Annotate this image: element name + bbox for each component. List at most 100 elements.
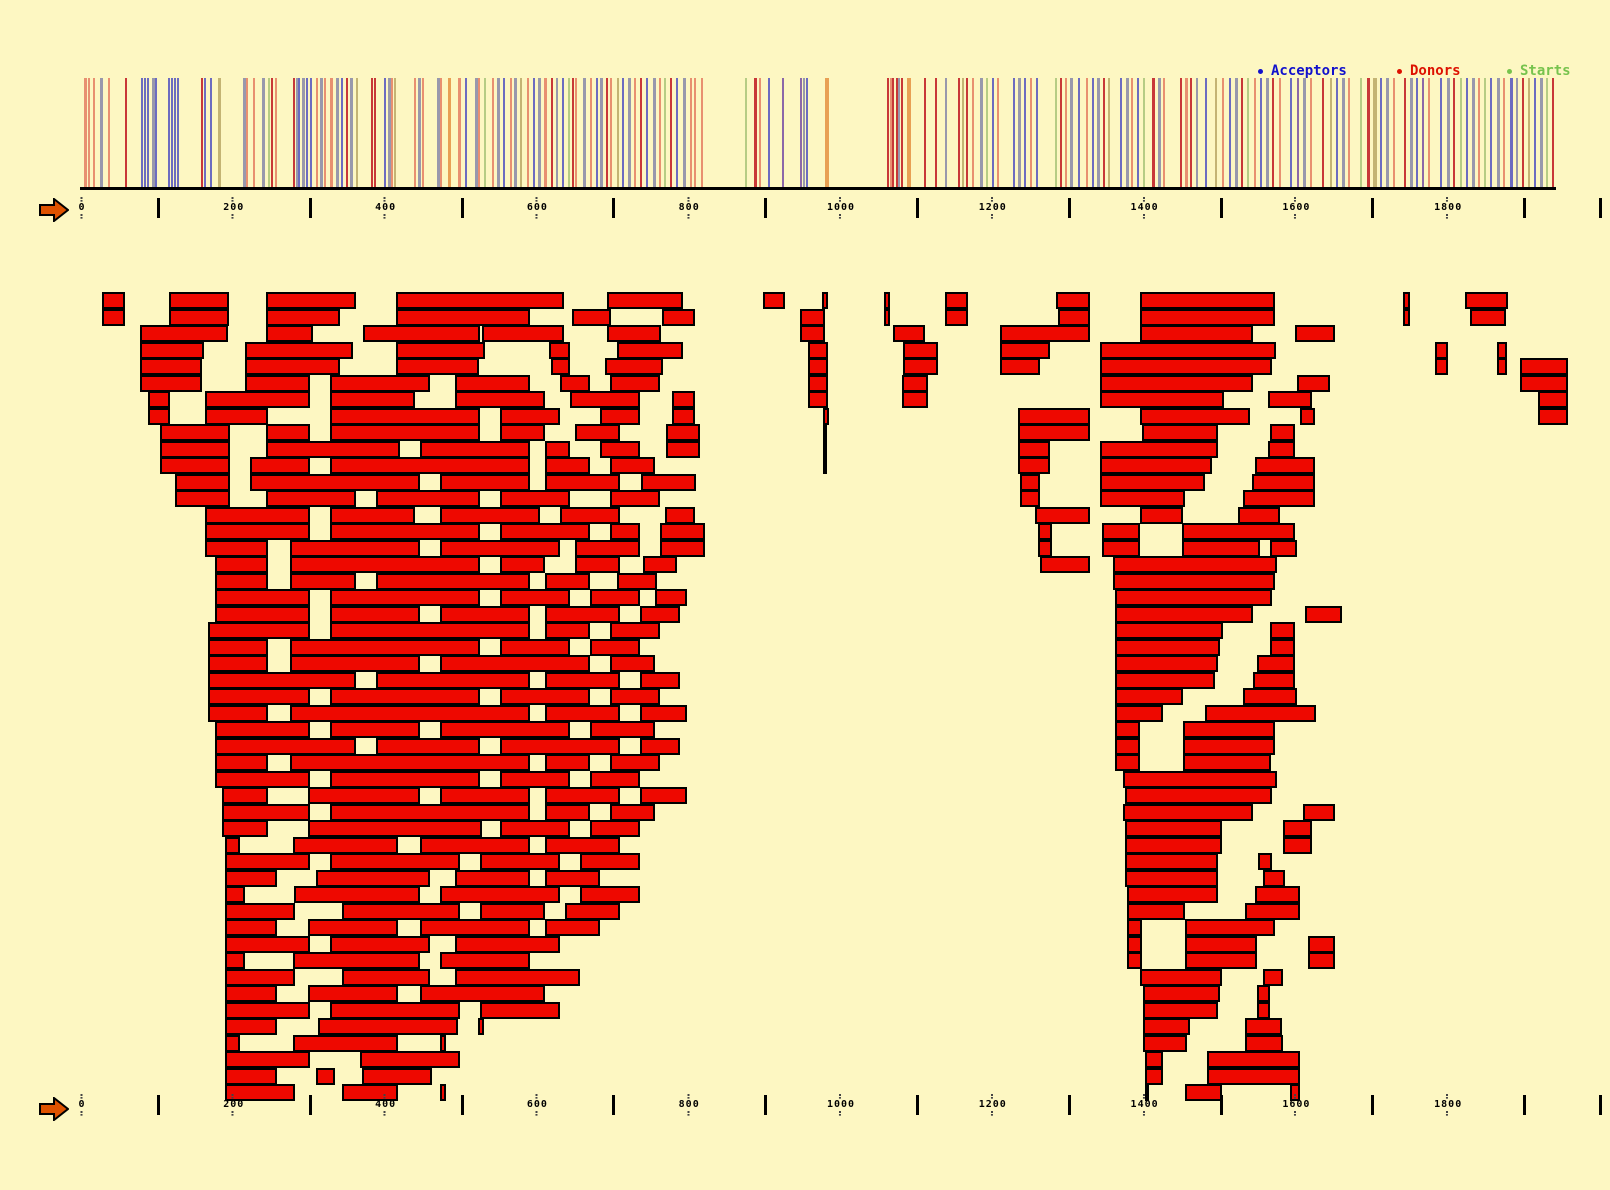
orf-block[interactable] bbox=[610, 622, 660, 639]
orf-block[interactable] bbox=[1140, 325, 1253, 342]
orf-block[interactable] bbox=[290, 638, 480, 656]
orf-block[interactable] bbox=[1263, 869, 1285, 887]
orf-block[interactable] bbox=[1038, 539, 1052, 557]
orf-block[interactable] bbox=[610, 374, 660, 392]
orf-block[interactable] bbox=[1295, 325, 1335, 342]
orf-block[interactable] bbox=[1520, 358, 1568, 375]
orf-block[interactable] bbox=[480, 1001, 560, 1019]
orf-block[interactable] bbox=[245, 358, 340, 375]
orf-block[interactable] bbox=[330, 424, 480, 441]
orf-block[interactable] bbox=[610, 523, 640, 540]
orf-block[interactable] bbox=[1185, 952, 1257, 969]
orf-block[interactable] bbox=[225, 869, 277, 887]
orf-block[interactable] bbox=[225, 985, 277, 1002]
orf-block[interactable] bbox=[823, 440, 827, 458]
orf-block[interactable] bbox=[500, 490, 570, 507]
orf-block[interactable] bbox=[215, 589, 310, 606]
orf-block[interactable] bbox=[455, 869, 530, 887]
orf-block[interactable] bbox=[1245, 1034, 1283, 1052]
orf-block[interactable] bbox=[666, 424, 700, 441]
orf-block[interactable] bbox=[545, 473, 620, 491]
orf-block[interactable] bbox=[482, 325, 564, 342]
orf-block[interactable] bbox=[396, 341, 485, 359]
orf-block[interactable] bbox=[208, 655, 268, 672]
orf-block[interactable] bbox=[640, 787, 687, 804]
orf-block[interactable] bbox=[215, 754, 268, 771]
orf-block[interactable] bbox=[823, 457, 827, 474]
orf-block[interactable] bbox=[1100, 391, 1224, 408]
orf-block[interactable] bbox=[1207, 1067, 1300, 1085]
orf-block[interactable] bbox=[225, 1001, 310, 1019]
orf-block[interactable] bbox=[294, 886, 420, 903]
orf-block[interactable] bbox=[376, 572, 530, 590]
orf-block[interactable] bbox=[225, 1018, 277, 1035]
orf-block[interactable] bbox=[1115, 638, 1220, 656]
orf-block[interactable] bbox=[640, 605, 680, 623]
orf-block[interactable] bbox=[208, 704, 268, 722]
orf-block[interactable] bbox=[800, 308, 825, 326]
orf-block[interactable] bbox=[545, 457, 590, 474]
orf-block[interactable] bbox=[480, 902, 545, 920]
orf-block[interactable] bbox=[1100, 358, 1272, 375]
orf-block[interactable] bbox=[290, 655, 420, 672]
orf-block[interactable] bbox=[500, 737, 620, 755]
orf-block[interactable] bbox=[1100, 490, 1185, 507]
orf-block[interactable] bbox=[500, 638, 570, 656]
orf-block[interactable] bbox=[945, 292, 968, 309]
orf-block[interactable] bbox=[1183, 754, 1271, 771]
orf-block[interactable] bbox=[140, 358, 202, 375]
orf-block[interactable] bbox=[1125, 836, 1222, 854]
orf-block[interactable] bbox=[1183, 737, 1275, 755]
orf-block[interactable] bbox=[672, 391, 695, 408]
orf-block[interactable] bbox=[290, 539, 420, 557]
orf-block[interactable] bbox=[205, 539, 268, 557]
orf-block[interactable] bbox=[396, 308, 530, 326]
orf-block[interactable] bbox=[580, 853, 640, 870]
orf-block[interactable] bbox=[808, 374, 828, 392]
orf-block[interactable] bbox=[140, 374, 202, 392]
orf-block[interactable] bbox=[1100, 374, 1253, 392]
orf-block[interactable] bbox=[362, 1067, 432, 1085]
orf-block[interactable] bbox=[1182, 539, 1260, 557]
orf-block[interactable] bbox=[455, 935, 560, 953]
orf-block[interactable] bbox=[1308, 952, 1335, 969]
orf-block[interactable] bbox=[208, 688, 310, 705]
orf-block[interactable] bbox=[1127, 902, 1185, 920]
orf-block[interactable] bbox=[902, 374, 928, 392]
orf-block[interactable] bbox=[1100, 457, 1212, 474]
orf-block[interactable] bbox=[808, 391, 828, 408]
orf-block[interactable] bbox=[1100, 440, 1218, 458]
orf-block[interactable] bbox=[308, 820, 482, 837]
orf-block[interactable] bbox=[169, 308, 229, 326]
orf-block[interactable] bbox=[500, 770, 570, 788]
orf-block[interactable] bbox=[575, 556, 620, 573]
orf-block[interactable] bbox=[1000, 341, 1050, 359]
orf-block[interactable] bbox=[665, 506, 695, 524]
orf-block[interactable] bbox=[290, 556, 480, 573]
orf-block[interactable] bbox=[610, 655, 655, 672]
orf-block[interactable] bbox=[545, 803, 590, 821]
orf-block[interactable] bbox=[640, 737, 680, 755]
orf-block[interactable] bbox=[1303, 803, 1335, 821]
orf-block[interactable] bbox=[342, 968, 430, 986]
orf-block[interactable] bbox=[1243, 490, 1315, 507]
orf-block[interactable] bbox=[1253, 671, 1295, 689]
orf-block[interactable] bbox=[1255, 886, 1300, 903]
orf-block[interactable] bbox=[662, 308, 695, 326]
orf-block[interactable] bbox=[175, 473, 230, 491]
orf-block[interactable] bbox=[169, 292, 229, 309]
orf-block[interactable] bbox=[1245, 902, 1300, 920]
orf-block[interactable] bbox=[1115, 605, 1253, 623]
orf-block[interactable] bbox=[440, 787, 530, 804]
orf-block[interactable] bbox=[1115, 754, 1140, 771]
orf-block[interactable] bbox=[600, 440, 640, 458]
orf-block[interactable] bbox=[500, 523, 590, 540]
orf-block[interactable] bbox=[1018, 457, 1050, 474]
orf-block[interactable] bbox=[225, 853, 310, 870]
orf-block[interactable] bbox=[640, 704, 687, 722]
orf-block[interactable] bbox=[376, 737, 480, 755]
orf-block[interactable] bbox=[545, 622, 590, 639]
orf-block[interactable] bbox=[893, 325, 925, 342]
orf-block[interactable] bbox=[1115, 688, 1183, 705]
orf-block[interactable] bbox=[455, 374, 530, 392]
